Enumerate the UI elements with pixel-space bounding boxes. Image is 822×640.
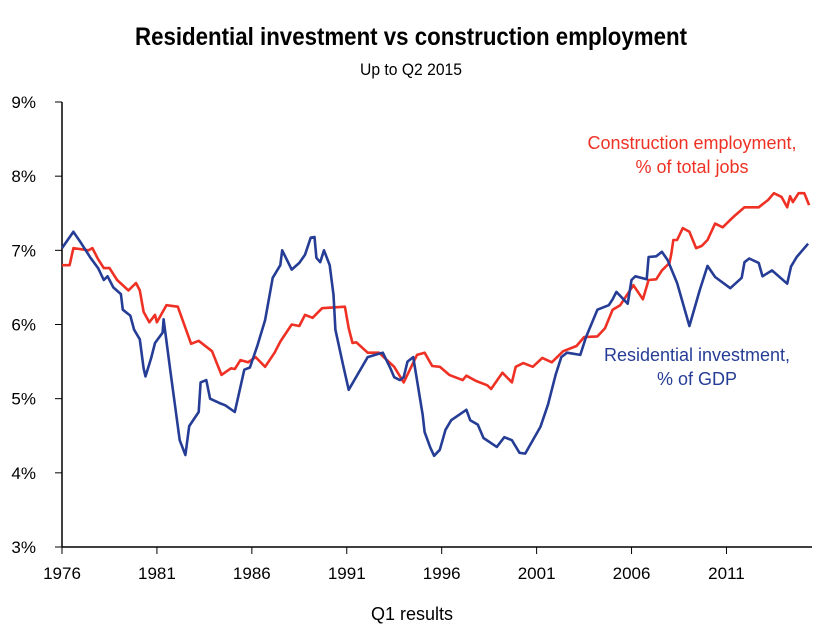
x-tick-label: 2001 xyxy=(518,564,556,583)
chart-title: Residential investment vs construction e… xyxy=(135,23,688,51)
series-lines xyxy=(60,191,811,458)
y-tick-label: 5% xyxy=(11,390,36,409)
chart-subtitle: Up to Q2 2015 xyxy=(360,60,462,79)
residential-investment-label: Residential investment, xyxy=(604,345,790,365)
x-tick-label: 2011 xyxy=(708,564,745,583)
y-tick-label: 8% xyxy=(11,167,36,186)
axes: 3% 4% 5% 6% 7% 8% 9% 1976 1981 1986 1991 1996 2001 20… xyxy=(11,93,812,583)
x-tick-label: 1981 xyxy=(138,564,176,583)
construction-employment-label: Construction employment, xyxy=(587,133,796,153)
residential-investment-line xyxy=(60,230,810,458)
residential-investment-label: % of GDP xyxy=(657,369,737,389)
y-tick-label: 6% xyxy=(11,316,36,335)
x-axis-label: Q1 results xyxy=(371,604,453,624)
x-tick-label: 1996 xyxy=(423,564,461,583)
construction-employment-line xyxy=(62,191,811,391)
y-tick-label: 9% xyxy=(11,93,36,112)
y-tick-label: 4% xyxy=(11,464,36,483)
x-tick-label: 2006 xyxy=(613,564,651,583)
series-labels: Construction employment, % of total jobs R… xyxy=(587,133,796,389)
y-tick-label: 3% xyxy=(11,538,36,557)
y-tick-label: 7% xyxy=(11,241,36,260)
x-tick-label: 1986 xyxy=(233,564,271,583)
x-tick-label: 1976 xyxy=(43,564,81,583)
construction-employment-label: % of total jobs xyxy=(635,157,748,177)
x-tick-label: 1991 xyxy=(328,564,366,583)
